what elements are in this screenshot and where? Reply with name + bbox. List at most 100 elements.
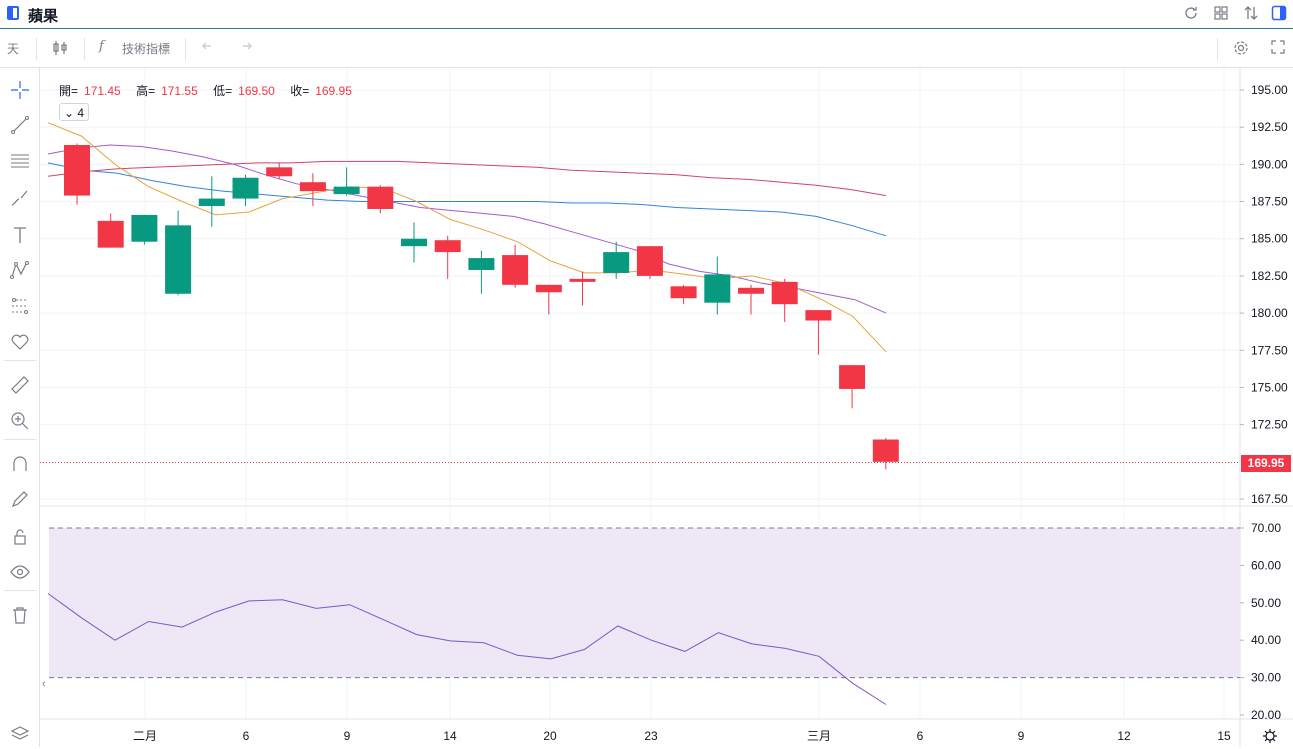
candle-body — [771, 281, 798, 305]
candle-body — [805, 310, 832, 321]
lock-draw-icon[interactable] — [10, 489, 30, 509]
indicator-count: 4 — [77, 106, 85, 120]
candle — [333, 167, 360, 196]
brush-icon[interactable] — [10, 188, 30, 208]
price-tick-label: 180.00 — [1251, 306, 1288, 320]
candle — [872, 438, 899, 470]
scroll-left-icon: ‹ — [42, 678, 46, 690]
candle-body — [165, 225, 192, 294]
top-toolbar: 天 f 技術指標 — [0, 30, 1293, 68]
candle — [771, 278, 798, 323]
candle — [569, 271, 596, 306]
price-tick-label: 175.00 — [1251, 380, 1288, 394]
candle — [603, 241, 630, 279]
open-value: 171.45 — [84, 84, 121, 98]
compare-icon[interactable] — [1242, 5, 1260, 23]
candle-body — [434, 240, 461, 253]
price-tick-label: 192.50 — [1251, 120, 1288, 134]
candle — [165, 210, 192, 296]
candle-body — [636, 246, 663, 276]
last-price-badge: 169.95 — [1241, 455, 1291, 472]
candle — [839, 365, 866, 409]
candles-icon[interactable] — [51, 39, 69, 60]
low-value: 169.50 — [238, 84, 275, 98]
grid-icon[interactable] — [1212, 5, 1230, 23]
layers-icon[interactable] — [10, 724, 30, 744]
time-tick-label: 15 — [1217, 729, 1231, 743]
time-tick-label: 6 — [243, 729, 250, 743]
fib-icon[interactable] — [10, 151, 30, 171]
moving-average-line — [47, 122, 887, 353]
time-tick-label: 14 — [443, 729, 457, 743]
candle-body — [299, 182, 326, 192]
rsi-tick-label: 40.00 — [1251, 633, 1281, 647]
price-tick-label: 172.50 — [1251, 418, 1288, 432]
candle-body — [198, 198, 225, 207]
close-value: 169.95 — [315, 84, 352, 98]
candle-body — [704, 274, 731, 303]
candle-body — [266, 167, 293, 177]
candle — [502, 244, 529, 288]
settings-icon[interactable] — [1232, 39, 1250, 60]
time-tick-label: 9 — [1018, 729, 1025, 743]
interval-button[interactable]: 天 — [7, 42, 20, 56]
candle-body — [535, 284, 562, 293]
candle — [535, 284, 562, 315]
candle — [636, 246, 663, 279]
price-tick-label: 187.50 — [1251, 195, 1288, 209]
ruler-icon[interactable] — [10, 375, 30, 395]
pattern-icon[interactable] — [10, 260, 30, 280]
price-tick-label: 177.50 — [1251, 343, 1288, 357]
indicator-collapse-button[interactable]: ⌄ 4 — [59, 103, 89, 121]
time-tick-label: 二月 — [133, 729, 157, 743]
moving-average-line — [47, 160, 887, 197]
trend-line-icon[interactable] — [10, 115, 30, 135]
trash-icon[interactable] — [10, 605, 30, 625]
time-tick-label: 12 — [1117, 729, 1131, 743]
candle-body — [569, 278, 596, 282]
price-tick-label: 185.00 — [1251, 232, 1288, 246]
drawing-toolbar — [0, 68, 40, 747]
lock-icon[interactable] — [10, 527, 30, 547]
candle-body — [468, 258, 495, 270]
fullscreen-icon[interactable] — [1270, 39, 1286, 58]
crosshair-icon[interactable] — [10, 80, 30, 100]
price-tick-label: 167.50 — [1251, 492, 1288, 506]
rsi-tick-label: 60.00 — [1251, 558, 1281, 572]
text-icon[interactable] — [10, 225, 30, 245]
rsi-tick-label: 30.00 — [1251, 671, 1281, 685]
redo-icon[interactable] — [238, 39, 252, 56]
candle-body — [839, 365, 866, 389]
price-tick-label: 182.50 — [1251, 269, 1288, 283]
candle-body — [872, 439, 899, 462]
time-tick-label: 23 — [644, 729, 658, 743]
time-tick-label: 20 — [543, 729, 557, 743]
prediction-icon[interactable] — [10, 296, 30, 316]
candle-body — [738, 287, 764, 294]
candle — [97, 213, 124, 248]
fx-icon[interactable]: f — [99, 39, 104, 54]
chevron-down-icon: ⌄ — [63, 106, 75, 120]
ohlc-legend: 開= 171.45 高= 171.55 低= 169.50 收= 169.95 — [59, 84, 352, 98]
candle — [232, 174, 259, 207]
refresh-icon[interactable] — [1182, 5, 1200, 23]
time-tick-label: 6 — [917, 729, 924, 743]
moving-average-line — [47, 162, 887, 237]
rsi-tick-label: 20.00 — [1251, 708, 1281, 722]
app-logo-icon — [7, 6, 19, 20]
candle-body — [502, 255, 529, 285]
panel-icon[interactable] — [1270, 5, 1288, 23]
candle — [131, 214, 158, 245]
indicators-button[interactable]: 技術指標 — [122, 42, 171, 56]
magnet-icon[interactable] — [10, 454, 30, 474]
undo-icon[interactable] — [202, 39, 216, 56]
candle — [704, 256, 731, 315]
candle — [434, 235, 461, 279]
heart-icon[interactable] — [10, 332, 30, 352]
axis-settings-icon — [1263, 729, 1277, 743]
zoom-in-icon[interactable] — [10, 411, 30, 431]
symbol-title: 蘋果 — [28, 8, 59, 25]
candle-body — [131, 214, 158, 242]
eye-icon[interactable] — [10, 562, 30, 582]
